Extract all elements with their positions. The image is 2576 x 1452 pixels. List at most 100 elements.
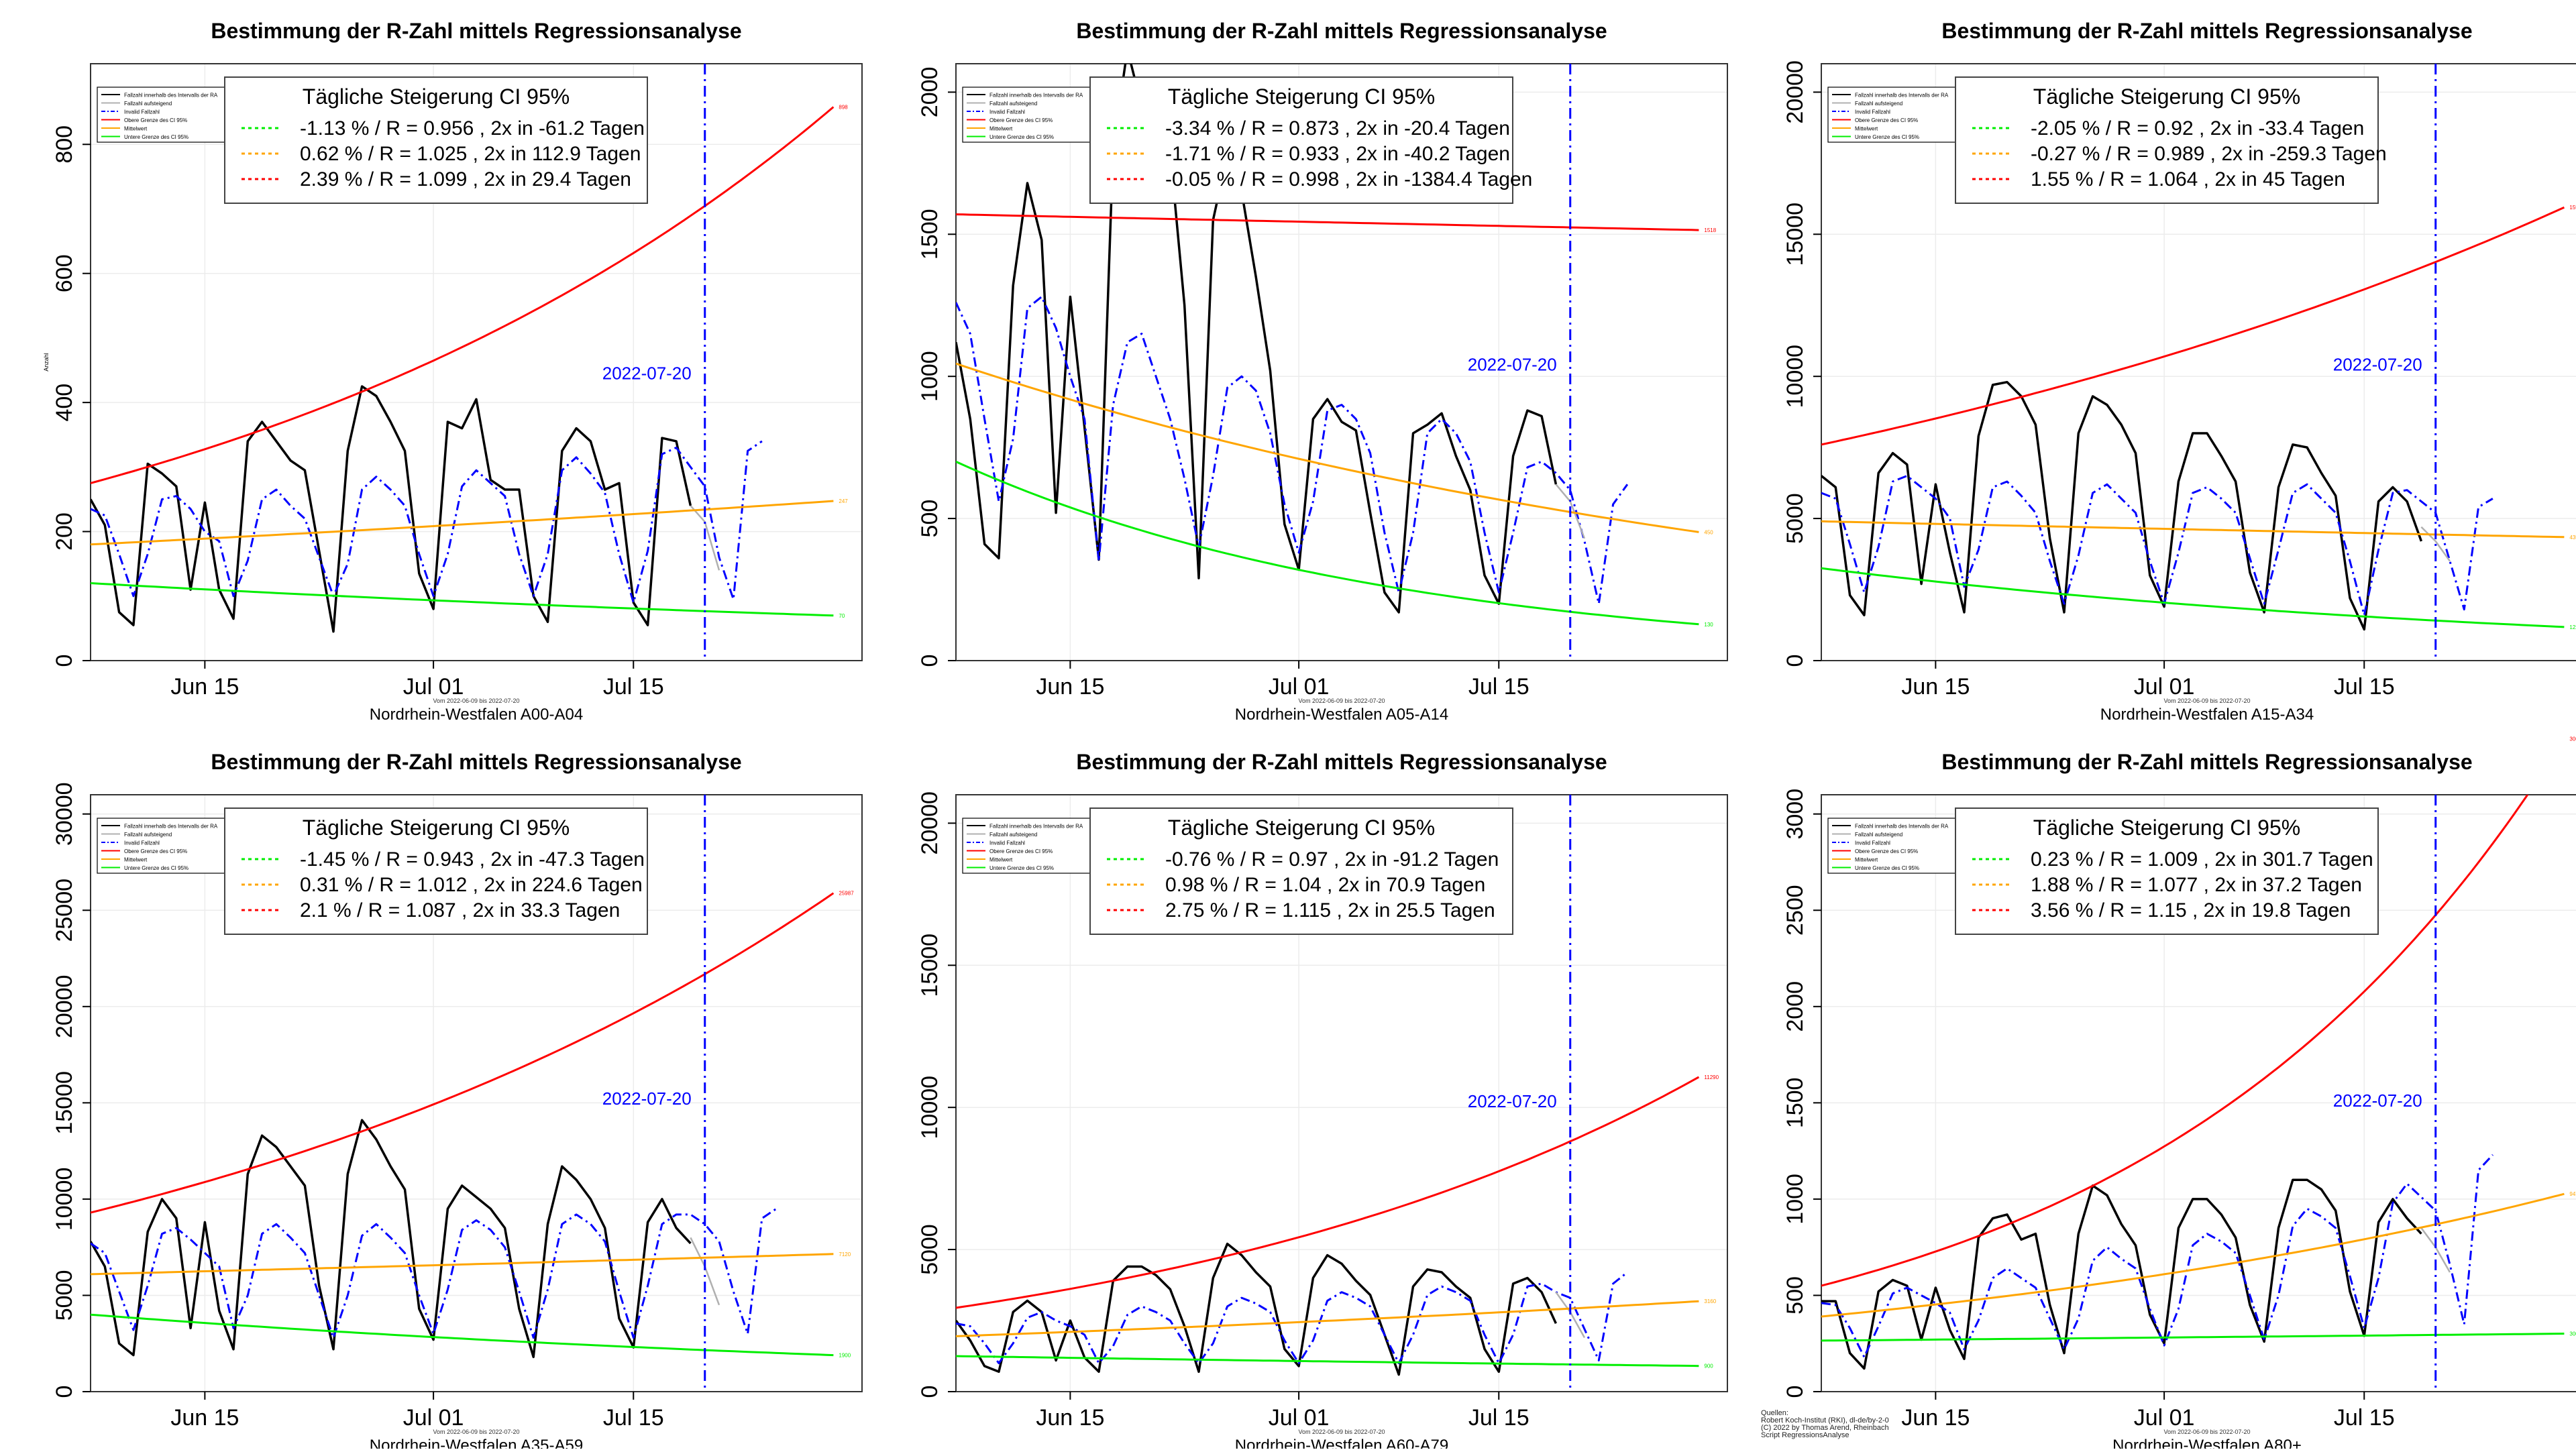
upper-ci-curve — [956, 213, 1699, 231]
upper-ci-curve — [1821, 795, 2529, 1287]
legend-frame — [1827, 818, 1971, 874]
ci-row-text: -2.05 % / R = 0.92 , 2x in -33.4 Tagen — [2031, 117, 2364, 139]
legend-entry: Fallzahl aufsteigend — [1855, 832, 1902, 838]
lower-ci-curve — [91, 582, 834, 617]
y-tick-label: 400 — [52, 384, 77, 422]
y-tick-label: 15000 — [1782, 203, 1808, 266]
observed-cases-line — [956, 64, 1558, 614]
legend-entry: Fallzahl innerhalb des Intervalls der RA — [1855, 93, 1949, 99]
ci-box-title: Tägliche Steigerung CI 95% — [303, 816, 570, 840]
plot-area — [91, 892, 835, 1359]
y-tick-label: 5000 — [917, 1224, 943, 1275]
ci-row-text: 0.98 % / R = 1.04 , 2x in 70.9 Tagen — [1165, 874, 1485, 896]
mean-curve — [956, 362, 1699, 533]
observed-cases-line — [91, 1119, 692, 1359]
ci-box-frame — [1955, 807, 2379, 935]
ci-info-box: Tägliche Steigerung CI 95% -1.13 % / R = … — [224, 76, 648, 204]
legend-entry: Fallzahl aufsteigend — [124, 832, 172, 838]
y-tick-label: 2000 — [1782, 981, 1808, 1032]
chart-panel: Bestimmung der R-Zahl mittels Regression… — [43, 19, 863, 724]
ci-box-title: Tägliche Steigerung CI 95% — [1168, 85, 1435, 109]
mean-curve — [91, 1253, 834, 1276]
ci-box-frame — [1089, 76, 1513, 204]
y-tick-label: 200 — [52, 512, 77, 551]
ci-row-text: 1.88 % / R = 1.077 , 2x in 37.2 Tagen — [2031, 874, 2362, 896]
chart-title: Bestimmung der R-Zahl mittels Regression… — [211, 19, 741, 43]
x-axis-label: Nordrhein-Westfalen A35-A59 — [370, 1437, 583, 1449]
y-tick-label: 0 — [1782, 655, 1808, 667]
ci-row-text: -3.34 % / R = 0.873 , 2x in -20.4 Tagen — [1165, 117, 1510, 139]
x-tick-label: Jul 15 — [2334, 674, 2395, 700]
legend-entry: Fallzahl innerhalb des Intervalls der RA — [989, 93, 1083, 99]
curve-end-label: 15990 — [2569, 205, 2576, 211]
chart-title: Bestimmung der R-Zahl mittels Regression… — [1941, 750, 2472, 774]
ci-box-title: Tägliche Steigerung CI 95% — [2033, 85, 2300, 109]
curve-end-label: 300 — [2569, 1331, 2576, 1337]
y-tick-label: 500 — [1782, 1276, 1808, 1315]
legend-entry: Mittelwert — [124, 857, 148, 863]
mean-curve — [91, 500, 834, 546]
mean-curve — [1821, 520, 2565, 539]
y-tick-label: 0 — [917, 1386, 943, 1398]
source-line: Robert Koch-Institut (RKI), dl-de/by-2-0 — [1761, 1416, 1889, 1425]
date-marker-label: 2022-07-20 — [2333, 1091, 2422, 1111]
legend-entry: Invalid Fallzahl — [124, 109, 160, 115]
ci-box-frame — [224, 807, 648, 935]
ci-row-text: 2.1 % / R = 1.087 , 2x in 33.3 Tagen — [300, 899, 620, 922]
ci-row-text: -0.27 % / R = 0.989 , 2x in -259.3 Tagen — [2031, 143, 2387, 165]
y-tick-label: 800 — [52, 125, 77, 164]
y-tick-label: 2500 — [1782, 885, 1808, 936]
x-tick-label: Jun 15 — [1901, 1405, 1970, 1431]
legend-entry: Fallzahl aufsteigend — [1855, 101, 1902, 107]
upper-ci-curve — [1821, 206, 2565, 446]
y-axis-label: Anzahl — [43, 353, 50, 372]
legend-entry: Obere Grenze des CI 95% — [989, 848, 1053, 854]
x-tick-label: Jul 15 — [1468, 674, 1529, 700]
y-tick-label: 600 — [52, 254, 77, 292]
ci-row-text: 0.62 % / R = 1.025 , 2x in 112.9 Tagen — [300, 143, 641, 165]
x-tick-label: Jun 15 — [170, 1405, 239, 1431]
lower-ci-curve — [1821, 1333, 2565, 1342]
y-tick-label: 2000 — [917, 67, 943, 118]
date-range-note: Vom 2022-06-09 bis 2022-07-20 — [1298, 1429, 1385, 1435]
legend-entry: Obere Grenze des CI 95% — [1855, 848, 1918, 854]
legend-entry: Mittelwert — [1855, 857, 1878, 863]
date-range-note: Vom 2022-06-09 bis 2022-07-20 — [433, 697, 519, 704]
x-axis-label: Nordrhein-Westfalen A15-A34 — [2100, 706, 2314, 724]
legend-entry: Fallzahl innerhalb des Intervalls der RA — [124, 824, 218, 830]
curve-end-label: 7120 — [839, 1251, 851, 1258]
source-line: (C) 2022 by Thomas Arend, Rheinbach — [1761, 1424, 1889, 1432]
legend-entry: Untere Grenze des CI 95% — [989, 865, 1054, 871]
y-tick-label: 5000 — [1782, 493, 1808, 544]
legend-entry: Mittelwert — [989, 857, 1013, 863]
y-tick-label: 5000 — [52, 1270, 77, 1321]
legend-entry: Fallzahl innerhalb des Intervalls der RA — [989, 824, 1083, 830]
plot-area — [1821, 206, 2565, 631]
y-tick-label: 1000 — [917, 351, 943, 402]
y-tick-label: 30000 — [52, 782, 77, 846]
curve-end-label: 947 — [2569, 1191, 2576, 1197]
source-line: Script RegressionsAnalyse — [1761, 1431, 1849, 1439]
x-tick-label: Jul 01 — [403, 674, 464, 700]
y-tick-label: 0 — [52, 1386, 77, 1398]
ci-row-text: 2.75 % / R = 1.115 , 2x in 25.5 Tagen — [1165, 899, 1495, 922]
smoothed-cases-line — [956, 1271, 1628, 1365]
ci-row-text: -1.45 % / R = 0.943 , 2x in -47.3 Tagen — [300, 848, 645, 871]
upper-ci-curve — [91, 892, 835, 1214]
ci-box-frame — [1955, 76, 2379, 204]
lower-ci-curve — [91, 1313, 834, 1357]
legend-entry: Fallzahl aufsteigend — [989, 101, 1037, 107]
legend-frame — [962, 87, 1106, 143]
plot-frame — [1821, 794, 2576, 1392]
chart-title: Bestimmung der R-Zahl mittels Regression… — [1076, 750, 1607, 774]
x-tick-label: Jul 01 — [2134, 1405, 2195, 1431]
date-range-note: Vom 2022-06-09 bis 2022-07-20 — [2163, 697, 2250, 704]
x-tick-label: Jul 15 — [2334, 1405, 2395, 1431]
y-tick-label: 20000 — [917, 791, 943, 855]
curve-end-label: 247 — [839, 498, 848, 504]
y-tick-label: 10000 — [1782, 345, 1808, 408]
series-legend: Fallzahl innerhalb des Intervalls der RA… — [1827, 87, 1971, 143]
upper-ci-curve — [956, 1076, 1700, 1309]
legend-entry: Mittelwert — [124, 126, 148, 132]
plot-frame — [955, 63, 1728, 661]
